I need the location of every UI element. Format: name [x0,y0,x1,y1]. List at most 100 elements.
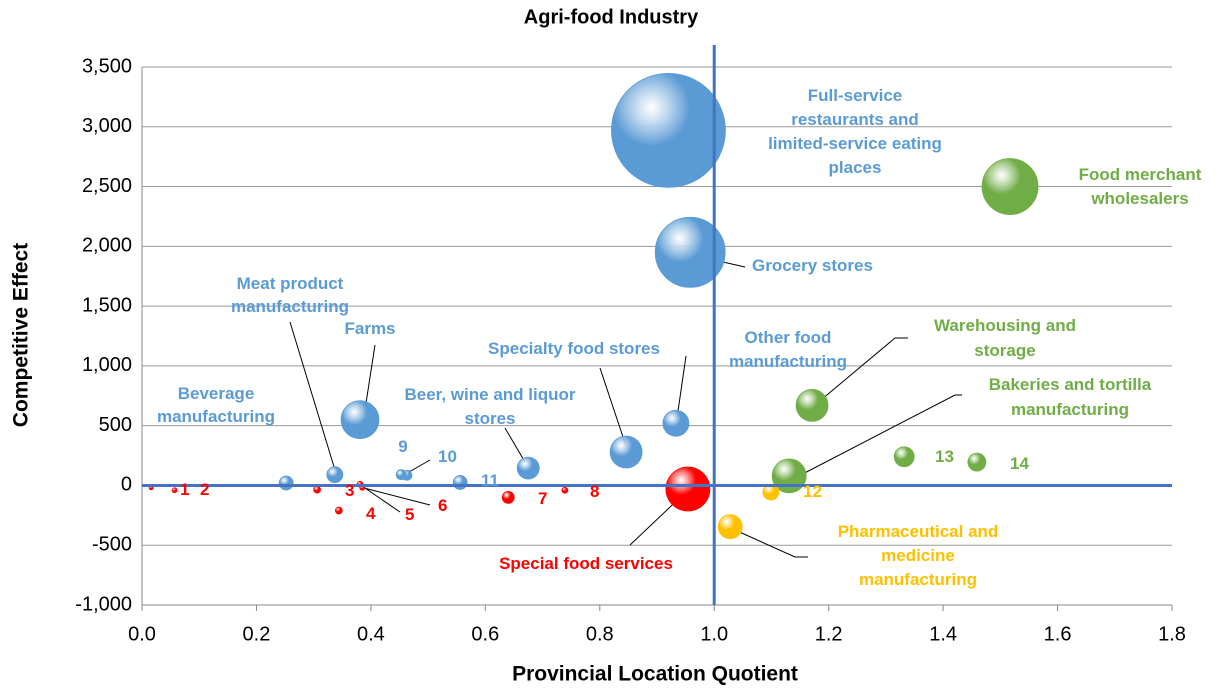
bubble-label: 8 [590,482,599,501]
label-line: 5 [405,505,414,524]
bubble-label: 10 [438,447,457,466]
bubble-label: 13 [935,447,954,466]
bubble [501,490,515,504]
label-line: storage [974,341,1035,360]
bubble [561,486,569,494]
label-line: Meat product [237,274,344,293]
bubble-label: Farms [344,319,395,338]
bubble [452,475,468,490]
bubble [665,466,711,512]
bubble-label: Pharmaceutical and medicine manufacturing [838,522,999,589]
leader-line [599,367,627,447]
leader-line [408,459,431,473]
label-line: medicine [881,546,955,565]
leader-line [794,394,962,479]
label-line: Farms [344,319,395,338]
x-tick-label: 0.2 [243,623,271,645]
x-tick-label: 1.6 [1044,623,1072,645]
bubble-label: Specialty food stores [488,339,660,358]
label-line: manufacturing [1011,400,1129,419]
bubble-label: 9 [398,437,407,456]
bubble [717,514,743,540]
bubble-label: 4 [366,504,376,523]
bubble-label: Warehousing and storage [934,316,1076,360]
bubble [981,158,1039,215]
bubble [795,388,829,422]
bubble-label: Food merchant wholesalers [1079,165,1202,208]
y-tick-label: 3,000 [82,115,132,137]
y-tick-label: 2,500 [82,175,132,197]
x-tick-label: 0.0 [128,623,156,645]
label-line: restaurants and [791,110,919,129]
bubble-label: Beverage manufacturing [157,384,275,426]
label-line: 8 [590,482,599,501]
bubble [334,506,343,515]
bubble-label: 3 [345,481,354,500]
bubble [609,435,643,469]
x-tick-label: 0.4 [357,623,385,645]
bubble [662,409,690,437]
x-tick-label: 0.6 [471,623,499,645]
label-line: Bakeries and tortilla [989,375,1152,394]
bubble-label: 1 [180,480,189,499]
x-tick-label: 1.4 [929,623,957,645]
label-line: wholesalers [1090,189,1188,208]
label-line: stores [464,409,515,428]
bubble-label: 5 [405,505,414,524]
bubble [893,446,915,468]
label-line: Beer, wine and liquor [405,385,576,404]
label-line: Other food [745,328,832,347]
y-tick-label: 3,500 [82,55,132,77]
x-axis-label: Provincial Location Quotient [512,663,798,686]
label-line: limited-service eating [768,134,942,153]
chart-title: Agri-food Industry [524,6,699,28]
label-line: 2 [200,480,209,499]
label-line: Beverage [178,384,255,403]
bubble-label: 12 [803,482,822,501]
bubble-label: 14 [1010,454,1029,473]
y-tick-label: 1,000 [82,354,132,376]
bubble-label: Meat product manufacturing [231,274,349,316]
y-tick-label: -500 [92,534,132,556]
label-line: places [829,158,882,177]
label-line: Special food services [499,554,673,573]
bubble [278,475,294,491]
y-tick-label: -1,000 [75,593,132,615]
label-line: 4 [366,504,376,523]
bubble-label: 6 [438,496,447,515]
label-line: 10 [438,447,457,466]
leader-line [363,487,431,506]
x-tick-label: 1.0 [700,623,728,645]
leader-line [734,529,808,558]
x-tick-label: 1.8 [1158,623,1186,645]
label-line: 13 [935,447,954,466]
y-axis-label: Competitive Effect [10,243,33,427]
label-line: 12 [803,482,822,501]
bubble-label: Beer, wine and liquor stores [405,385,576,428]
bubble [313,485,321,494]
bubble [340,400,380,440]
bubble-label: 2 [200,480,209,499]
label-line: Food merchant [1079,165,1202,184]
bubble [395,469,407,481]
label-line: 11 [481,471,499,490]
y-tick-label: 500 [99,414,132,436]
x-tick-label: 0.8 [586,623,614,645]
bubble [516,456,540,480]
label-line: Full-service [808,86,903,105]
label-line: 1 [180,480,189,499]
y-tick-label: 2,000 [82,235,132,257]
label-line: Warehousing and [934,316,1076,335]
label-line: 3 [345,481,354,500]
label-line: 9 [398,437,407,456]
bubble [326,466,344,484]
bubble-label: Bakeries and tortilla manufacturing [989,375,1152,419]
bubble-label: 11 [481,471,499,490]
bubble-label: Other food manufacturing [729,328,847,371]
label-line: Pharmaceutical and [838,522,999,541]
bubble [611,72,726,188]
bubble-label: Grocery stores [752,256,873,275]
y-tick-label: 0 [121,474,132,496]
bubble-label: Special food services [499,554,673,573]
